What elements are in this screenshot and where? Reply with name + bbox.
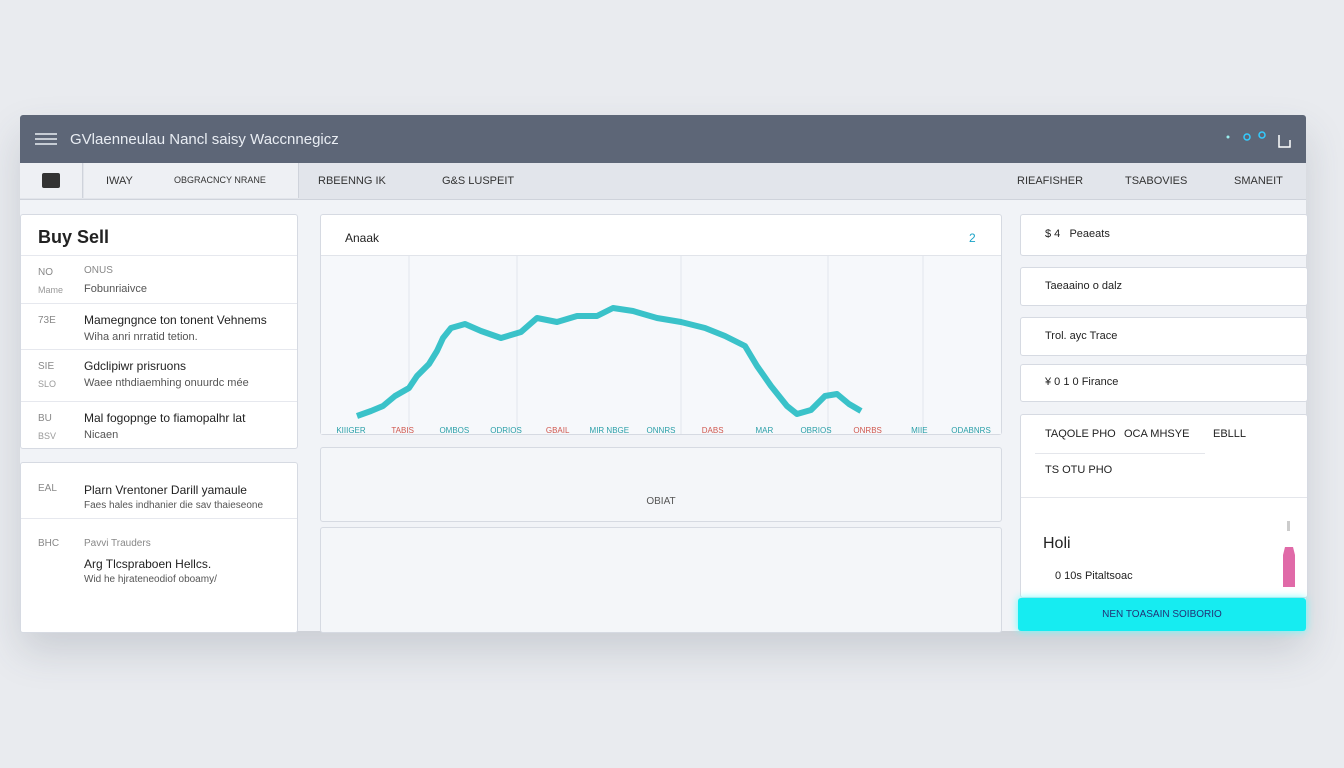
- row-label: Pavvi Trauders: [84, 538, 151, 549]
- chart-badge: 2: [969, 231, 976, 245]
- tab[interactable]: RBEENNG IK: [318, 175, 386, 187]
- x-label: ODABNRS: [951, 426, 991, 435]
- right-item-text: Trol. ayc Trace: [1045, 329, 1118, 342]
- x-label: TABIS: [391, 426, 414, 435]
- row-code: NO: [38, 267, 53, 278]
- row-subcode: BSV: [38, 431, 57, 441]
- row-subtext: Faes hales indhanier die sav thaieseone: [84, 500, 264, 511]
- row-divider: [21, 255, 297, 256]
- row-code: BU: [38, 413, 52, 424]
- row-subtext: Nicaen: [84, 429, 119, 441]
- row-code: SIE: [38, 361, 55, 372]
- window-title: GVlaenneulau Nancl saisy Waccnnegicz: [70, 131, 339, 148]
- row-divider: [21, 303, 297, 304]
- x-label: MIR NBGE: [589, 426, 630, 435]
- row-code: BHC: [38, 538, 60, 549]
- x-label: DABS: [701, 426, 724, 435]
- title-bar: GVlaenneulau Nancl saisy Waccnnegicz: [20, 115, 1306, 163]
- tab[interactable]: TSABOVIES: [1125, 175, 1188, 187]
- row-code: EAL: [38, 483, 57, 494]
- holdings-card: TAQOLE PHO OCA MHSYE EBLLL TS OTU PHO Ho…: [1020, 414, 1308, 598]
- price-chart: [321, 256, 1001, 434]
- orders-card: Buy Sell NO Mame ONUS Fobunriaivce 73E Mamegn…: [20, 214, 298, 449]
- row-text: Plarn Vrentoner Darill yamaule: [84, 483, 247, 497]
- x-label: ODRIOS: [490, 426, 522, 435]
- row-subtext: Wid he hjrateneodiof oboamy/: [84, 574, 217, 585]
- x-label: MIIE: [911, 426, 928, 435]
- row-subtext: Wiha anri nrratid tetion.: [84, 331, 198, 343]
- x-label: OBRIOS: [800, 426, 832, 435]
- right-item[interactable]: Trol. ayc Trace: [1020, 317, 1308, 356]
- tab-group: [84, 163, 299, 198]
- tab-bar: IWAY OBGRACNCY NRANE RBEENNG IK G&S LUSPEIT…: [20, 163, 1306, 200]
- home-tab[interactable]: [20, 163, 83, 198]
- tab[interactable]: G&S LUSPEIT: [442, 175, 515, 187]
- tab[interactable]: RIEAFISHER: [1017, 175, 1084, 187]
- table-header-2: EBLLL: [1213, 428, 1247, 440]
- x-label: ONRBS: [853, 426, 882, 435]
- chart-title: Anaak: [345, 231, 380, 245]
- table-header-1: OCA MHSYE: [1124, 428, 1190, 440]
- row-subtext: Waee nthdiaemhing onuurdc mée: [84, 377, 249, 389]
- x-label: KIIIGER: [336, 426, 366, 435]
- x-label: GBAIL: [545, 426, 570, 435]
- bottle-icon: [1283, 521, 1295, 587]
- row-divider: [21, 401, 297, 402]
- row-subcode: SLO: [38, 379, 57, 389]
- table-header-0: TAQOLE PHO: [1045, 428, 1116, 440]
- menu-icon[interactable]: [34, 131, 58, 147]
- table-row: TS OTU PHO: [1045, 464, 1113, 476]
- card-title: Buy Sell: [38, 227, 110, 247]
- chart-card: Anaak 2 KIIIGER TABIS OMBOS ODRIOS GBAIL MIR …: [320, 214, 1002, 435]
- price-wave: [355, 305, 863, 419]
- right-item-text: Taeaaino o dalz: [1045, 279, 1123, 292]
- row-text: Mamegngnce ton tonent Vehnems: [84, 313, 267, 327]
- box-label: OBIAT: [646, 496, 676, 507]
- tab[interactable]: OBGRACNCY NRANE: [174, 175, 266, 185]
- right-item[interactable]: Taeaaino o dalz: [1020, 267, 1308, 306]
- row-text: Gdclipiwr prisruons: [84, 359, 187, 373]
- info-box: OBIAT: [320, 447, 1002, 522]
- tab[interactable]: SMANEIT: [1234, 175, 1283, 187]
- hold-text: 0 10s Pitaltsoac: [1055, 570, 1133, 582]
- notes-card: EAL Plarn Vrentoner Darill yamaule Faes ha…: [20, 462, 298, 633]
- action-button[interactable]: NEN TOASAIN SOIBORIO: [1018, 598, 1306, 631]
- right-item-text: $ 4 Peaeats: [1045, 228, 1110, 240]
- right-item[interactable]: $ 4 Peaeats: [1020, 214, 1308, 256]
- row-divider: [21, 518, 297, 519]
- row-code: 73E: [38, 315, 56, 326]
- x-label: OMBOS: [439, 426, 470, 435]
- row-text: Mal fogopnge to fiamopalhr lat: [84, 411, 246, 425]
- window-controls[interactable]: [1220, 129, 1300, 151]
- row-text: ONUS: [84, 265, 113, 276]
- x-label: MAR: [755, 426, 774, 435]
- x-label: ONNRS: [646, 426, 676, 435]
- right-item-text: ¥ 0 1 0 Firance: [1045, 376, 1119, 388]
- tab[interactable]: IWAY: [106, 175, 133, 187]
- row-subtext: Fobunriaivce: [84, 283, 147, 295]
- right-item[interactable]: ¥ 0 1 0 Firance: [1020, 364, 1308, 402]
- hold-title: Holi: [1043, 535, 1071, 552]
- row-divider: [21, 349, 297, 350]
- row-text: Arg Tlcspraboen Hellcs.: [84, 557, 212, 571]
- empty-box: [320, 527, 1002, 633]
- row-subcode: Mame: [38, 285, 64, 295]
